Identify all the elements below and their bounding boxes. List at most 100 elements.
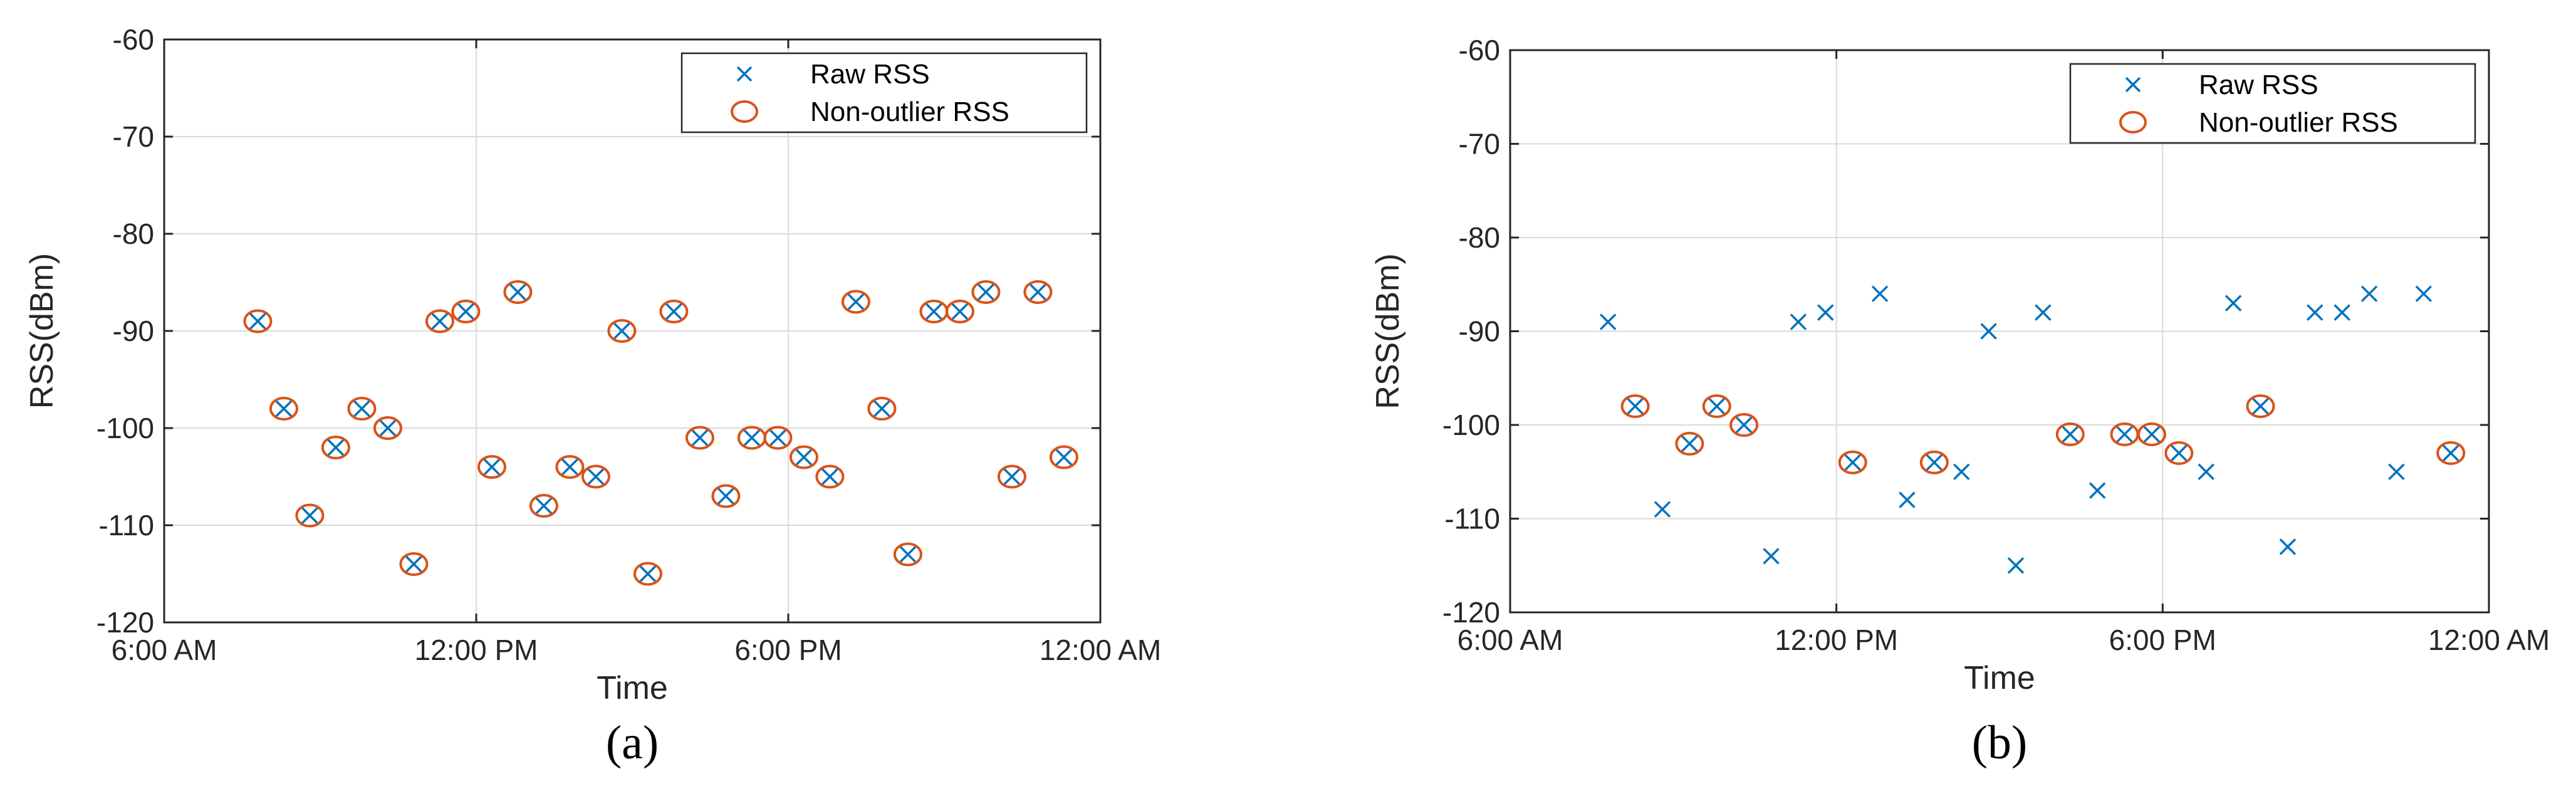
non-outlier-rss-point: [633, 562, 662, 586]
y-tick-label: -80: [1459, 221, 1500, 254]
non-outlier-rss-point: [815, 464, 845, 489]
legend-marker-raw: [736, 66, 753, 82]
raw-rss-point: [1790, 313, 1807, 330]
raw-rss-point-stroke: [899, 546, 917, 563]
non-outlier-rss-point: [1919, 450, 1949, 474]
raw-rss-point: [821, 468, 838, 485]
non-outlier-rss-point: [295, 503, 325, 528]
raw-rss-point: [2035, 304, 2052, 321]
raw-rss-point: [1030, 283, 1046, 301]
raw-rss-point-stroke: [2143, 426, 2161, 443]
raw-rss-point: [2443, 444, 2459, 462]
non-outlier-rss-point: [347, 397, 377, 421]
raw-rss-point-stroke: [2088, 482, 2106, 499]
raw-rss-point: [1980, 323, 1997, 340]
raw-rss-point-stroke: [821, 468, 838, 485]
non-outlier-rss-point: [1023, 280, 1053, 304]
y-tick-label: -120: [96, 606, 154, 639]
raw-rss-point: [899, 546, 917, 563]
raw-rss-point-stroke: [926, 303, 942, 320]
non-outlier-rss-point: [2164, 441, 2194, 465]
raw-rss-point: [1055, 449, 1073, 466]
raw-rss-point-stroke: [951, 303, 969, 320]
non-outlier-rss-point: [2055, 422, 2085, 446]
non-outlier-rss-point: [243, 309, 273, 333]
raw-rss-point-stroke: [795, 449, 813, 466]
raw-rss-point: [2116, 426, 2133, 443]
raw-rss-point: [275, 400, 293, 417]
non-outlier-rss-point: [607, 319, 637, 343]
raw-rss-point-stroke: [2252, 397, 2269, 415]
raw-rss-point-stroke: [2035, 304, 2052, 321]
raw-rss-point-stroke: [483, 458, 501, 476]
raw-rss-point-stroke: [1599, 313, 1617, 330]
raw-rss-point-stroke: [665, 303, 682, 320]
y-tick-label: -90: [113, 315, 154, 347]
legend-label: Non-outlier RSS: [810, 97, 1009, 127]
raw-rss-point: [1599, 313, 1617, 330]
raw-rss-point: [2224, 295, 2242, 312]
x-tick-label: 6:00 AM: [1457, 624, 1563, 656]
raw-rss-point: [795, 449, 813, 466]
raw-rss-point-stroke: [561, 458, 578, 476]
raw-rss-point: [249, 313, 266, 330]
raw-rss-point-stroke: [717, 488, 734, 505]
raw-rss-point-stroke: [509, 283, 526, 301]
legend-marker-non-outlier: [731, 100, 758, 123]
raw-rss-point: [2388, 463, 2405, 480]
legend-box: [2069, 63, 2476, 144]
raw-rss-point: [873, 400, 890, 417]
non-outlier-rss-point: [529, 494, 558, 518]
raw-rss-point: [613, 322, 630, 340]
raw-rss-point-stroke: [431, 313, 449, 330]
raw-rss-point: [1926, 454, 1943, 471]
non-outlier-rss-point: [659, 300, 689, 323]
raw-rss-point: [926, 303, 942, 320]
non-outlier-rss-point: [841, 290, 870, 314]
raw-rss-point: [509, 283, 526, 301]
raw-rss-point-stroke: [535, 497, 553, 515]
raw-rss-point-stroke: [1844, 454, 1861, 471]
raw-rss-point: [2307, 304, 2323, 321]
x-tick-label: 6:00 PM: [2109, 624, 2216, 656]
legend-box: [681, 52, 1088, 134]
raw-rss-point: [2334, 304, 2350, 321]
non-outlier-rss-point: [1675, 431, 1704, 456]
raw-rss-point: [1681, 435, 1698, 453]
non-outlier-rss-point: [581, 464, 610, 489]
raw-rss-point-stroke: [1627, 397, 1644, 415]
raw-rss-point-stroke: [1763, 548, 1780, 565]
panel-label: (b): [1972, 716, 2028, 769]
y-tick-label: -70: [1459, 128, 1500, 160]
raw-rss-point-stroke: [639, 565, 657, 582]
non-outlier-rss-point: [1729, 413, 1759, 437]
x-tick-label: 12:00 AM: [1040, 634, 1161, 666]
y-tick-label: -90: [1459, 315, 1500, 348]
raw-rss-point: [665, 303, 682, 320]
raw-rss-point-stroke: [613, 322, 630, 340]
y-tick-label: -60: [113, 23, 154, 56]
non-outlier-rss-point: [503, 280, 533, 304]
raw-rss-point: [2171, 444, 2188, 462]
non-outlier-rss-point: [763, 426, 793, 450]
raw-rss-point-stroke: [1654, 501, 1671, 518]
non-outlier-rss-point: [711, 484, 741, 508]
raw-rss-point-stroke: [2279, 538, 2297, 555]
non-outlier-rss-point: [2436, 441, 2466, 465]
legend-marker-non-outlier: [2119, 111, 2147, 134]
y-axis-label: RSS(dBm): [1370, 253, 1406, 409]
raw-rss-point: [587, 468, 605, 485]
legend-label: Raw RSS: [2199, 70, 2318, 100]
non-outlier-rss-point: [1838, 450, 1867, 474]
raw-rss-point: [1763, 548, 1780, 565]
raw-rss-point-stroke: [2360, 285, 2378, 302]
non-outlier-rss-point: [2246, 394, 2275, 419]
raw-rss-point-stroke: [1980, 323, 1997, 340]
raw-rss-point-stroke: [2062, 426, 2079, 443]
non-outlier-rss-point: [451, 300, 481, 323]
raw-rss-point: [483, 458, 501, 476]
raw-rss-point: [717, 488, 734, 505]
raw-rss-point: [1708, 397, 1725, 415]
raw-rss-point-stroke: [249, 313, 266, 330]
non-outlier-rss-point: [2137, 422, 2166, 446]
